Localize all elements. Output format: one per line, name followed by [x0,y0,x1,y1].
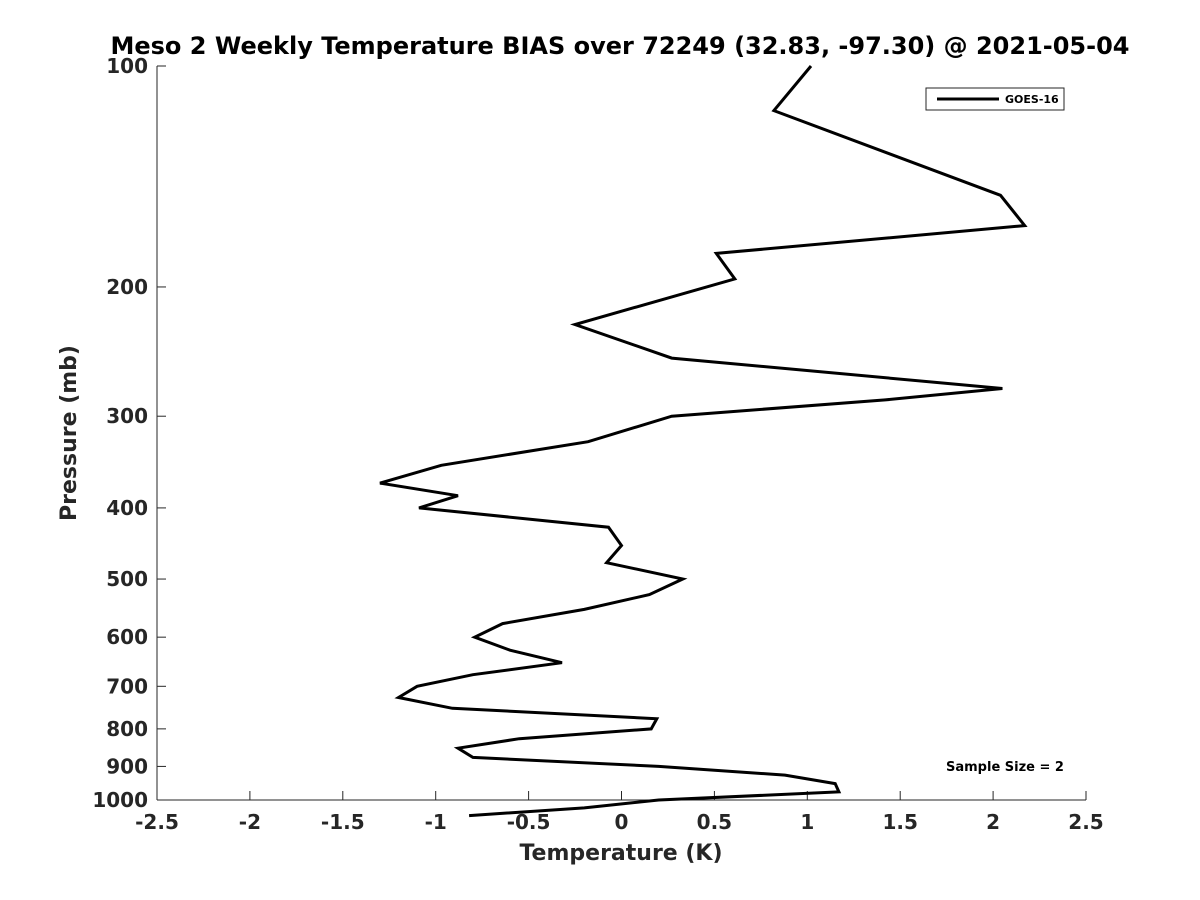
y-tick-label: 100 [106,54,148,78]
x-tick-label: -2.5 [135,810,179,834]
y-tick-label: 500 [106,567,148,591]
y-tick-label: 400 [106,496,148,520]
x-axis-label: Temperature (K) [519,841,722,866]
x-tick-label: -2 [239,810,261,834]
x-tick-label: 1 [800,810,814,834]
x-tick-label: 1.5 [882,810,917,834]
x-tick-label: 0.5 [697,810,732,834]
y-axis-ticks: 100 200 300 400 500 600 700 800 900 1000 [92,54,166,812]
chart-title: Meso 2 Weekly Temperature BIAS over 7224… [110,32,1129,60]
y-tick-label: 900 [106,754,148,778]
y-tick-label: 200 [106,275,148,299]
legend-entry-label: GOES-16 [1005,93,1059,106]
y-tick-label: 700 [106,674,148,698]
y-tick-label: 800 [106,717,148,741]
legend: GOES-16 [925,87,1065,111]
x-tick-label: 0 [615,810,629,834]
series-line-goes-16 [379,65,1028,818]
series-layer [379,65,1028,818]
x-tick-label: -1 [425,810,447,834]
y-tick-label: 1000 [92,788,148,812]
x-tick-label: 2.5 [1068,810,1103,834]
y-axis-label: Pressure (mb) [57,345,82,521]
y-tick-label: 600 [106,625,148,649]
y-tick-label: 300 [106,404,148,428]
x-tick-label: 2 [986,810,1000,834]
sample-size-annotation: Sample Size = 2 [946,760,1064,775]
x-axis-ticks: -2.5 -2 -1.5 -1 -0.5 0 0.5 1 1.5 2 2.5 [135,791,1104,834]
x-tick-label: -1.5 [321,810,365,834]
